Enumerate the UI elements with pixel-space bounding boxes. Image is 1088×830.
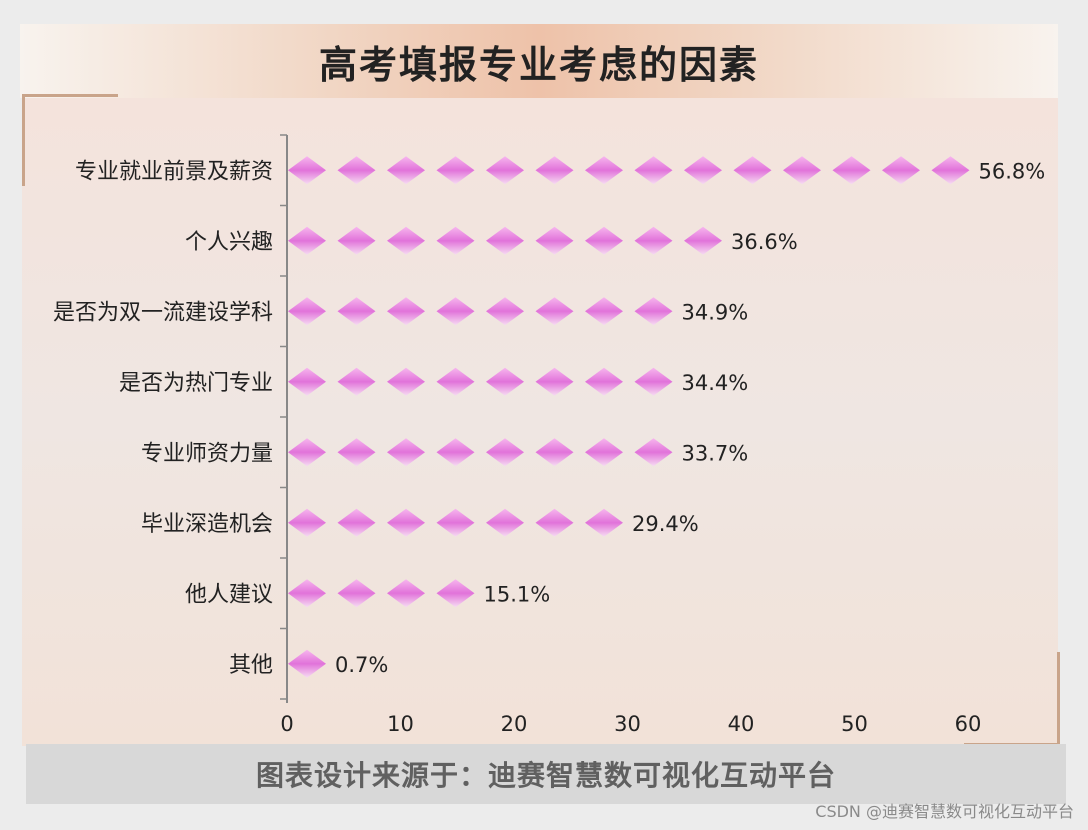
bar-diamond-mark	[436, 156, 475, 185]
value-label: 29.4%	[632, 512, 699, 536]
chart-title: 高考填报专业考虑的因素	[318, 42, 759, 87]
axis-group	[280, 134, 288, 703]
x-tick-label: 30	[614, 712, 641, 736]
category-label: 他人建议	[185, 582, 273, 607]
bar-diamond-mark	[585, 297, 623, 326]
bar-diamond-mark	[387, 579, 425, 608]
value-label: 33.7%	[682, 441, 749, 465]
bar-diamond-mark	[535, 226, 574, 255]
bar-diamond-mark	[337, 438, 376, 467]
bar-diamond-mark	[585, 438, 623, 467]
footer-text: 图表设计来源于：迪赛智慧数可视化互动平台	[255, 759, 836, 792]
bar-diamond-mark	[585, 156, 623, 185]
bar-diamond-mark	[783, 156, 821, 185]
bar-diamond-mark	[486, 508, 524, 537]
bar-diamond-mark	[634, 297, 673, 326]
bar-diamond-mark	[634, 156, 673, 185]
bar-diamond-mark	[634, 367, 673, 396]
watermark: CSDN @迪赛智慧数可视化互动平台	[815, 802, 1074, 821]
bar-diamond-mark	[486, 156, 524, 185]
bar-diamond-mark	[387, 438, 425, 467]
bar-diamond-mark	[288, 508, 326, 537]
bar-diamond-mark	[387, 156, 425, 185]
bar-diamond-mark	[486, 226, 524, 255]
bar-diamond-mark	[387, 508, 425, 537]
category-label: 是否为热门专业	[119, 371, 273, 396]
bar-diamond-mark	[387, 226, 425, 255]
value-label: 15.1%	[484, 582, 551, 606]
bar-diamond-mark	[684, 226, 722, 255]
chart-panel	[22, 98, 1058, 746]
bar-diamond-mark	[535, 156, 574, 185]
bar-diamond-mark	[337, 297, 376, 326]
x-tick-label: 10	[387, 712, 414, 736]
x-tick-label: 20	[501, 712, 528, 736]
bar-diamond-mark	[585, 508, 623, 537]
bar-diamond-mark	[436, 579, 475, 608]
bar-diamond-mark	[436, 508, 475, 537]
bar-diamond-mark	[436, 438, 475, 467]
bar-diamond-mark	[535, 438, 574, 467]
bar-diamond-mark	[535, 367, 574, 396]
bar-diamond-mark	[684, 156, 722, 185]
category-label: 个人兴趣	[185, 230, 273, 255]
value-label: 0.7%	[335, 653, 388, 677]
bar-diamond-mark	[733, 156, 772, 185]
frame-line-right	[1057, 652, 1060, 746]
bar-diamond-mark	[882, 156, 920, 185]
bar-diamond-mark	[486, 297, 524, 326]
bar-diamond-mark	[337, 156, 376, 185]
footer-bar: 图表设计来源于：迪赛智慧数可视化互动平台	[26, 744, 1066, 804]
x-tick-label: 0	[280, 712, 293, 736]
bar-diamond-mark	[436, 297, 475, 326]
category-label: 专业就业前景及薪资	[75, 159, 273, 184]
bar-diamond-mark	[585, 367, 623, 396]
bar-diamond-mark	[337, 367, 376, 396]
bar-diamond-mark	[535, 297, 574, 326]
bar-diamond-mark	[337, 579, 376, 608]
bar-diamond-mark	[288, 438, 326, 467]
frame-line-top-left	[22, 94, 118, 97]
frame-line-left	[22, 94, 25, 186]
x-tick-label: 40	[728, 712, 755, 736]
value-label: 56.8%	[979, 159, 1046, 183]
bar-diamond-mark	[288, 649, 326, 678]
category-label: 专业师资力量	[141, 441, 273, 466]
bar-diamond-mark	[931, 156, 970, 185]
bar-diamond-mark	[387, 367, 425, 396]
bar-diamond-mark	[634, 226, 673, 255]
bar-diamond-mark	[288, 297, 326, 326]
bar-diamond-mark	[436, 367, 475, 396]
bar-diamond-mark	[832, 156, 871, 185]
category-label: 其他	[229, 653, 273, 678]
bar-diamond-mark	[436, 226, 475, 255]
category-label: 是否为双一流建设学科	[53, 300, 273, 325]
bar-diamond-mark	[585, 226, 623, 255]
bar-diamond-mark	[288, 226, 326, 255]
bar-diamond-mark	[337, 508, 376, 537]
value-label: 34.9%	[682, 300, 749, 324]
bar-diamond-mark	[288, 579, 326, 608]
bar-diamond-mark	[535, 508, 574, 537]
value-label: 36.6%	[731, 230, 798, 254]
bar-diamond-mark	[486, 367, 524, 396]
bar-diamond-mark	[387, 297, 425, 326]
category-label: 毕业深造机会	[141, 512, 273, 537]
x-tick-label: 60	[955, 712, 982, 736]
bar-diamond-mark	[288, 156, 326, 185]
bar-diamond-mark	[337, 226, 376, 255]
bar-diamond-mark	[288, 367, 326, 396]
title-bar: 高考填报专业考虑的因素	[20, 24, 1058, 98]
bar-diamond-mark	[486, 438, 524, 467]
value-label: 34.4%	[682, 371, 749, 395]
labels-group: 0 10 20 30 40 50 60 专业就业前景及薪资 56.8% 个人兴趣 36.6% 是否为双…	[53, 159, 1045, 736]
marks-group	[288, 156, 970, 678]
bar-diamond-mark	[634, 438, 673, 467]
x-tick-label: 50	[841, 712, 868, 736]
